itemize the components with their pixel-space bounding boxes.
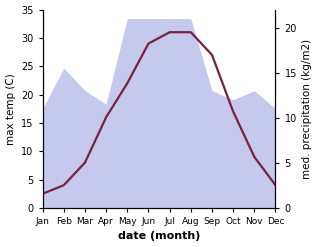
Y-axis label: max temp (C): max temp (C) — [5, 73, 16, 144]
Y-axis label: med. precipitation (kg/m2): med. precipitation (kg/m2) — [302, 39, 313, 179]
X-axis label: date (month): date (month) — [118, 231, 200, 242]
